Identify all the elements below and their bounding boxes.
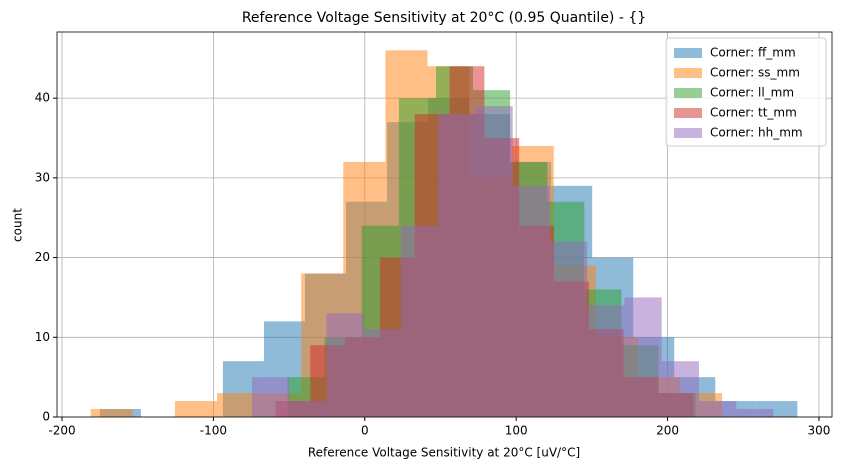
histogram-bar: [326, 313, 364, 417]
histogram-bar: [174, 401, 218, 417]
bars: [90, 50, 798, 418]
histogram-bar: [438, 114, 476, 418]
y-tick-label: 0: [42, 410, 50, 424]
histogram-bar: [475, 106, 513, 417]
legend-swatch: [674, 88, 702, 98]
y-tick-label: 10: [35, 330, 50, 344]
y-tick-label: 40: [35, 91, 50, 105]
histogram-bar: [624, 297, 662, 417]
y-tick-label: 30: [35, 170, 50, 184]
legend-swatch: [674, 48, 702, 58]
histogram-bar: [549, 241, 588, 417]
legend-swatch: [674, 128, 702, 138]
histogram-bar: [90, 409, 133, 417]
legend-swatch: [674, 108, 702, 118]
histogram-bar: [736, 409, 774, 417]
x-tick-label: 200: [656, 424, 679, 438]
legend-label: Corner: tt_mm: [710, 106, 797, 120]
legend-label: Corner: ll_mm: [710, 86, 794, 100]
chart-title: Reference Voltage Sensitivity at 20°C (0…: [242, 10, 646, 26]
x-axis-label: Reference Voltage Sensitivity at 20°C [u…: [308, 446, 580, 460]
histogram-bar: [217, 393, 260, 417]
histogram-bar: [512, 185, 550, 417]
histogram-bar: [698, 401, 737, 417]
legend-label: Corner: ff_mm: [710, 46, 796, 60]
x-tick-label: 100: [505, 424, 528, 438]
x-tick-label: 300: [808, 424, 831, 438]
legend-box: [665, 37, 827, 147]
histogram-bar: [661, 361, 699, 417]
histogram-bar: [289, 401, 327, 417]
y-axis-label: count: [11, 208, 25, 242]
legend-swatch: [674, 68, 702, 78]
histogram-bar: [400, 225, 439, 417]
y-tick-label: 20: [35, 250, 50, 264]
legend-label: Corner: hh_mm: [710, 126, 803, 140]
histogram-bar: [363, 329, 401, 417]
x-tick-label: -200: [48, 424, 75, 438]
plot-frame: [56, 31, 833, 418]
x-tick-label: -100: [200, 424, 227, 438]
x-tick-label: 0: [361, 424, 369, 438]
histogram-bar: [251, 377, 290, 417]
histogram-bar: [587, 305, 625, 417]
legend-label: Corner: ss_mm: [710, 66, 800, 80]
